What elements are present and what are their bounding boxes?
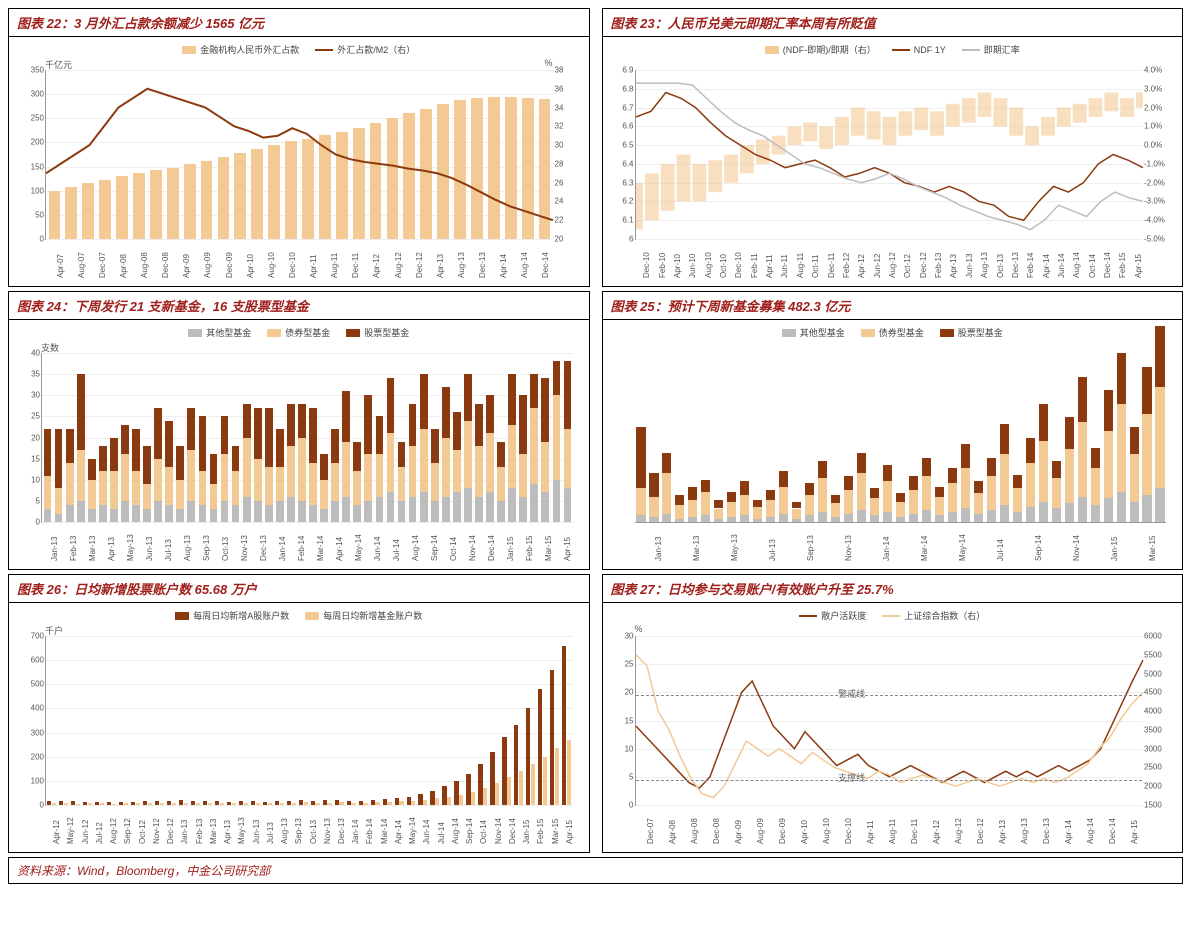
unit-r-22: % <box>544 58 552 68</box>
plot-22: 0501001502002503003502022242628303234363… <box>45 70 553 240</box>
chart-22: 金融机构人民币外汇占款外汇占款/M2（右） 千亿元 % 050100150200… <box>9 37 589 286</box>
xlabels-23: Dec-10Feb-10Apr-10Jun-10Aug-10Oct-10Dec-… <box>635 242 1143 282</box>
xlabels-22: Apr-07Aug-07Dec-07Apr-08Aug-08Dec-08Apr-… <box>45 242 553 282</box>
plot-23: 66.16.26.36.46.56.66.76.86.9-5.0%-4.0%-3… <box>635 70 1143 240</box>
legend-26: 每周日均新增A股账户数每周日均新增基金账户数 <box>17 609 581 622</box>
chart-26: 每周日均新增A股账户数每周日均新增基金账户数 千户 01002003004005… <box>9 603 589 852</box>
plot-24: 0510152025303540 <box>41 353 573 523</box>
plot-25 <box>635 353 1167 523</box>
xlabels-26: Apr-12May-12Jun-12Jul-12Aug-12Sep-12Oct-… <box>45 808 573 848</box>
chart-23: (NDF-即期)/即期（右）NDF 1Y即期汇率 66.16.26.36.46.… <box>603 37 1183 286</box>
panel-25: 图表 25：预计下周新基金募集 482.3 亿元 其他型基金债券型基金股票型基金… <box>602 291 1184 570</box>
source-panel: 资料来源：Wind，Bloomberg，中金公司研究部 <box>8 857 1183 884</box>
title-22: 图表 22：3 月外汇占款余额减少 1565 亿元 <box>9 9 589 37</box>
panel-23: 图表 23：人民币兑美元即期汇率本周有所贬值 (NDF-即期)/即期（右）NDF… <box>602 8 1184 287</box>
title-24: 图表 24：下周发行 21 支新基金，16 支股票型基金 <box>9 292 589 320</box>
chart-grid: 图表 22：3 月外汇占款余额减少 1565 亿元 金融机构人民币外汇占款外汇占… <box>8 8 1183 884</box>
plot-27: 0510152025301500200025003000350040004500… <box>635 636 1143 806</box>
xlabels-24: Jan-13Feb-13Mar-13Apr-13May-13Jun-13Jul-… <box>41 525 573 565</box>
unit-l-27: % <box>635 624 643 634</box>
chart-27: 散户活跃度上证综合指数（右） % 05101520253015002000250… <box>603 603 1183 852</box>
chart-25: 其他型基金债券型基金股票型基金 Jan-13Mar-13May-13Jul-13… <box>603 320 1183 569</box>
panel-22: 图表 22：3 月外汇占款余额减少 1565 亿元 金融机构人民币外汇占款外汇占… <box>8 8 590 287</box>
legend-24: 其他型基金债券型基金股票型基金 <box>17 326 581 339</box>
xlabels-27: Dec-07Apr-08Aug-08Dec-08Apr-09Aug-09Dec-… <box>635 808 1143 848</box>
legend-23: (NDF-即期)/即期（右）NDF 1Y即期汇率 <box>611 43 1175 56</box>
panel-26: 图表 26：日均新增股票账户数 65.68 万户 每周日均新增A股账户数每周日均… <box>8 574 590 853</box>
panel-27: 图表 27：日均参与交易账户/有效账户升至 25.7% 散户活跃度上证综合指数（… <box>602 574 1184 853</box>
legend-25: 其他型基金债券型基金股票型基金 <box>611 326 1175 339</box>
legend-27: 散户活跃度上证综合指数（右） <box>611 609 1175 622</box>
title-23: 图表 23：人民币兑美元即期汇率本周有所贬值 <box>603 9 1183 37</box>
title-25: 图表 25：预计下周新基金募集 482.3 亿元 <box>603 292 1183 320</box>
panel-24: 图表 24：下周发行 21 支新基金，16 支股票型基金 其他型基金债券型基金股… <box>8 291 590 570</box>
chart-24: 其他型基金债券型基金股票型基金 支数 0510152025303540 Jan-… <box>9 320 589 569</box>
title-26: 图表 26：日均新增股票账户数 65.68 万户 <box>9 575 589 603</box>
title-27: 图表 27：日均参与交易账户/有效账户升至 25.7% <box>603 575 1183 603</box>
source-text: 资料来源：Wind，Bloomberg，中金公司研究部 <box>9 858 1182 883</box>
xlabels-25: Jan-13Mar-13May-13Jul-13Sep-13Nov-13Jan-… <box>635 525 1167 565</box>
plot-26: 0100200300400500600700 <box>45 636 573 806</box>
legend-22: 金融机构人民币外汇占款外汇占款/M2（右） <box>17 43 581 56</box>
